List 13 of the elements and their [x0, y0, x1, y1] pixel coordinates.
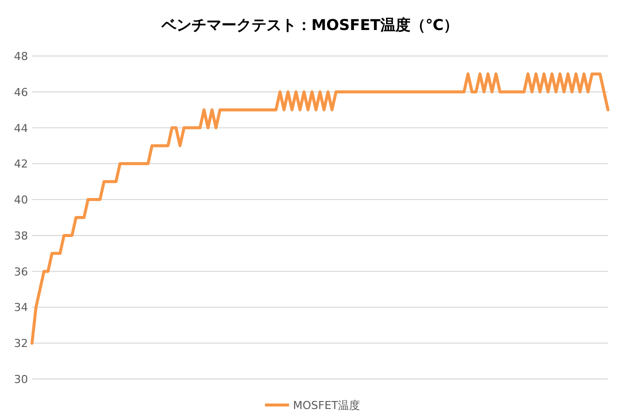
- y-tick-label: 32: [14, 337, 28, 350]
- y-tick-label: 34: [14, 301, 28, 314]
- y-tick-label: 46: [14, 86, 28, 99]
- legend-label: MOSFET温度: [293, 399, 360, 412]
- y-tick-label: 42: [14, 158, 28, 171]
- y-tick-label: 44: [14, 122, 28, 135]
- y-tick-label: 30: [14, 373, 28, 386]
- y-tick-label: 38: [14, 229, 28, 242]
- y-tick-label: 36: [14, 265, 28, 278]
- line-series: [30, 72, 610, 345]
- y-tick-label: 48: [14, 50, 28, 63]
- chart-title: ベンチマークテスト：MOSFET温度（℃）: [160, 16, 459, 34]
- y-tick-label: 40: [14, 194, 28, 207]
